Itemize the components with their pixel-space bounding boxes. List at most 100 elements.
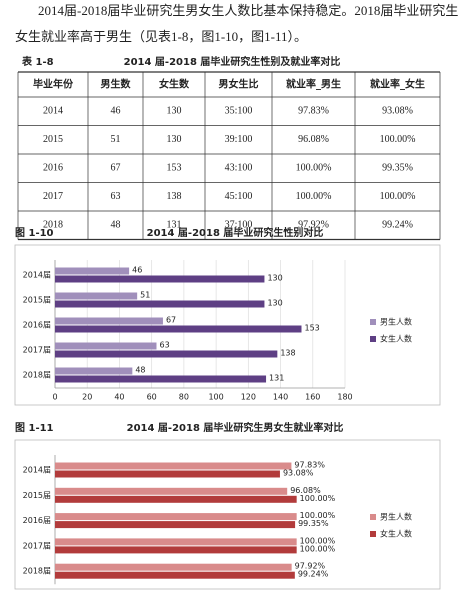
table-header: 就业率_男生 (286, 78, 341, 91)
figure-label: 图 1-10 (15, 227, 54, 239)
data-label: 67 (166, 316, 176, 325)
table-cell: 93.08% (382, 106, 413, 117)
bar (55, 350, 278, 358)
y-tick-label: 2016届 (23, 321, 51, 330)
y-tick-label: 2016届 (23, 516, 51, 525)
x-tick-label: 60 (147, 393, 157, 402)
table-cell: 97.83% (298, 106, 329, 117)
legend-swatch (370, 319, 376, 325)
y-tick-label: 2014届 (23, 271, 51, 280)
x-tick-label: 100 (208, 393, 223, 402)
table-cell: 48 (111, 220, 121, 231)
table-cell: 96.08% (298, 134, 329, 145)
table-cell: 43:100 (225, 163, 253, 174)
bar (55, 267, 130, 275)
legend-label: 男生人数 (380, 317, 412, 327)
bar (55, 462, 292, 470)
table-cell: 100.00% (380, 134, 416, 145)
table-cell: 2018 (43, 220, 63, 231)
y-tick-label: 2018届 (23, 371, 51, 380)
y-tick-label: 2017届 (23, 541, 51, 550)
data-label: 153 (305, 324, 320, 333)
table-header: 毕业年份 (33, 78, 74, 91)
bar (55, 470, 280, 478)
chart-title: 2014 届-2018 届毕业研究生性别对比 (147, 226, 324, 239)
x-tick-label: 80 (179, 393, 189, 402)
table-cell: 100.00% (296, 191, 332, 202)
data-label: 138 (280, 349, 295, 358)
data-label: 100.00% (300, 536, 336, 545)
bar (55, 513, 297, 521)
table-cell: 100.00% (296, 163, 332, 174)
bar (55, 375, 267, 383)
chart-title: 2014 届-2018 届毕业研究生男女生就业率对比 (127, 421, 344, 434)
table-cell: 138 (167, 191, 182, 202)
intro-line: 女生就业率高于男生（见表1-8，图1-10，图1-11）。 (15, 29, 307, 44)
y-tick-label: 2015届 (23, 491, 51, 500)
table-cell: 35:100 (225, 106, 253, 117)
x-tick-label: 140 (273, 393, 288, 402)
table-cell: 131 (167, 220, 182, 231)
y-tick-label: 2015届 (23, 296, 51, 305)
data-label: 96.08% (290, 486, 321, 495)
bar (55, 487, 288, 495)
bar (55, 325, 302, 333)
table-cell: 2016 (43, 163, 63, 174)
data-label: 130 (267, 299, 282, 308)
table-header: 男生数 (101, 78, 132, 91)
x-tick-label: 0 (52, 393, 57, 402)
table-cell: 51 (111, 134, 121, 145)
table-cell: 67 (111, 163, 121, 174)
table-cell: 99.24% (382, 220, 413, 231)
table-cell: 100.00% (380, 191, 416, 202)
data-label: 48 (135, 366, 145, 375)
legend-label: 男生人数 (380, 512, 412, 522)
table-cell: 2017 (43, 191, 63, 202)
data-label: 100.00% (300, 511, 336, 520)
data-label: 51 (140, 291, 150, 300)
bar (55, 342, 157, 350)
data-label: 130 (267, 274, 282, 283)
chart-frame (14, 439, 441, 590)
y-tick-label: 2018届 (23, 567, 51, 576)
legend-swatch (370, 514, 376, 520)
table-title: 2014 届-2018 届毕业研究生性别及就业率对比 (124, 55, 341, 68)
x-tick-label: 40 (114, 393, 124, 402)
data-label: 99.24% (298, 570, 329, 579)
data-label: 46 (132, 266, 142, 275)
table-cell: 2014 (43, 106, 63, 117)
table-cell: 130 (167, 134, 182, 145)
table-header: 女生数 (159, 78, 190, 91)
y-tick-label: 2014届 (23, 466, 51, 475)
legend-swatch (370, 531, 376, 537)
bar (55, 538, 297, 546)
data-label: 100.00% (300, 544, 336, 553)
bar (55, 571, 295, 579)
table-header: 就业率_女生 (370, 78, 425, 91)
table-cell: 153 (167, 163, 182, 174)
legend-label: 女生人数 (380, 334, 412, 344)
bar (55, 367, 133, 375)
x-tick-label: 180 (337, 393, 352, 402)
data-label: 131 (269, 374, 284, 383)
legend-swatch (370, 336, 376, 342)
data-label: 93.08% (283, 469, 314, 478)
x-tick-label: 160 (305, 393, 320, 402)
x-tick-label: 120 (241, 393, 256, 402)
intro-line: 2014届-2018届毕业研究生男女生人数比基本保持稳定。2018届毕业研究生 (38, 3, 458, 18)
table-cell: 97.92% (298, 220, 329, 231)
table-cell: 130 (167, 106, 182, 117)
data-label: 99.35% (298, 519, 329, 528)
chart-frame (14, 244, 441, 406)
figure-label: 图 1-11 (15, 422, 54, 434)
table-caption: 表 1-8 (21, 55, 54, 68)
table-cell: 63 (111, 191, 121, 202)
data-label: 97.83% (294, 461, 325, 470)
x-tick-label: 20 (82, 393, 92, 402)
y-tick-label: 2017届 (23, 346, 51, 355)
legend-label: 女生人数 (380, 529, 412, 539)
data-label: 63 (160, 341, 170, 350)
table-cell: 37:100 (225, 220, 253, 231)
